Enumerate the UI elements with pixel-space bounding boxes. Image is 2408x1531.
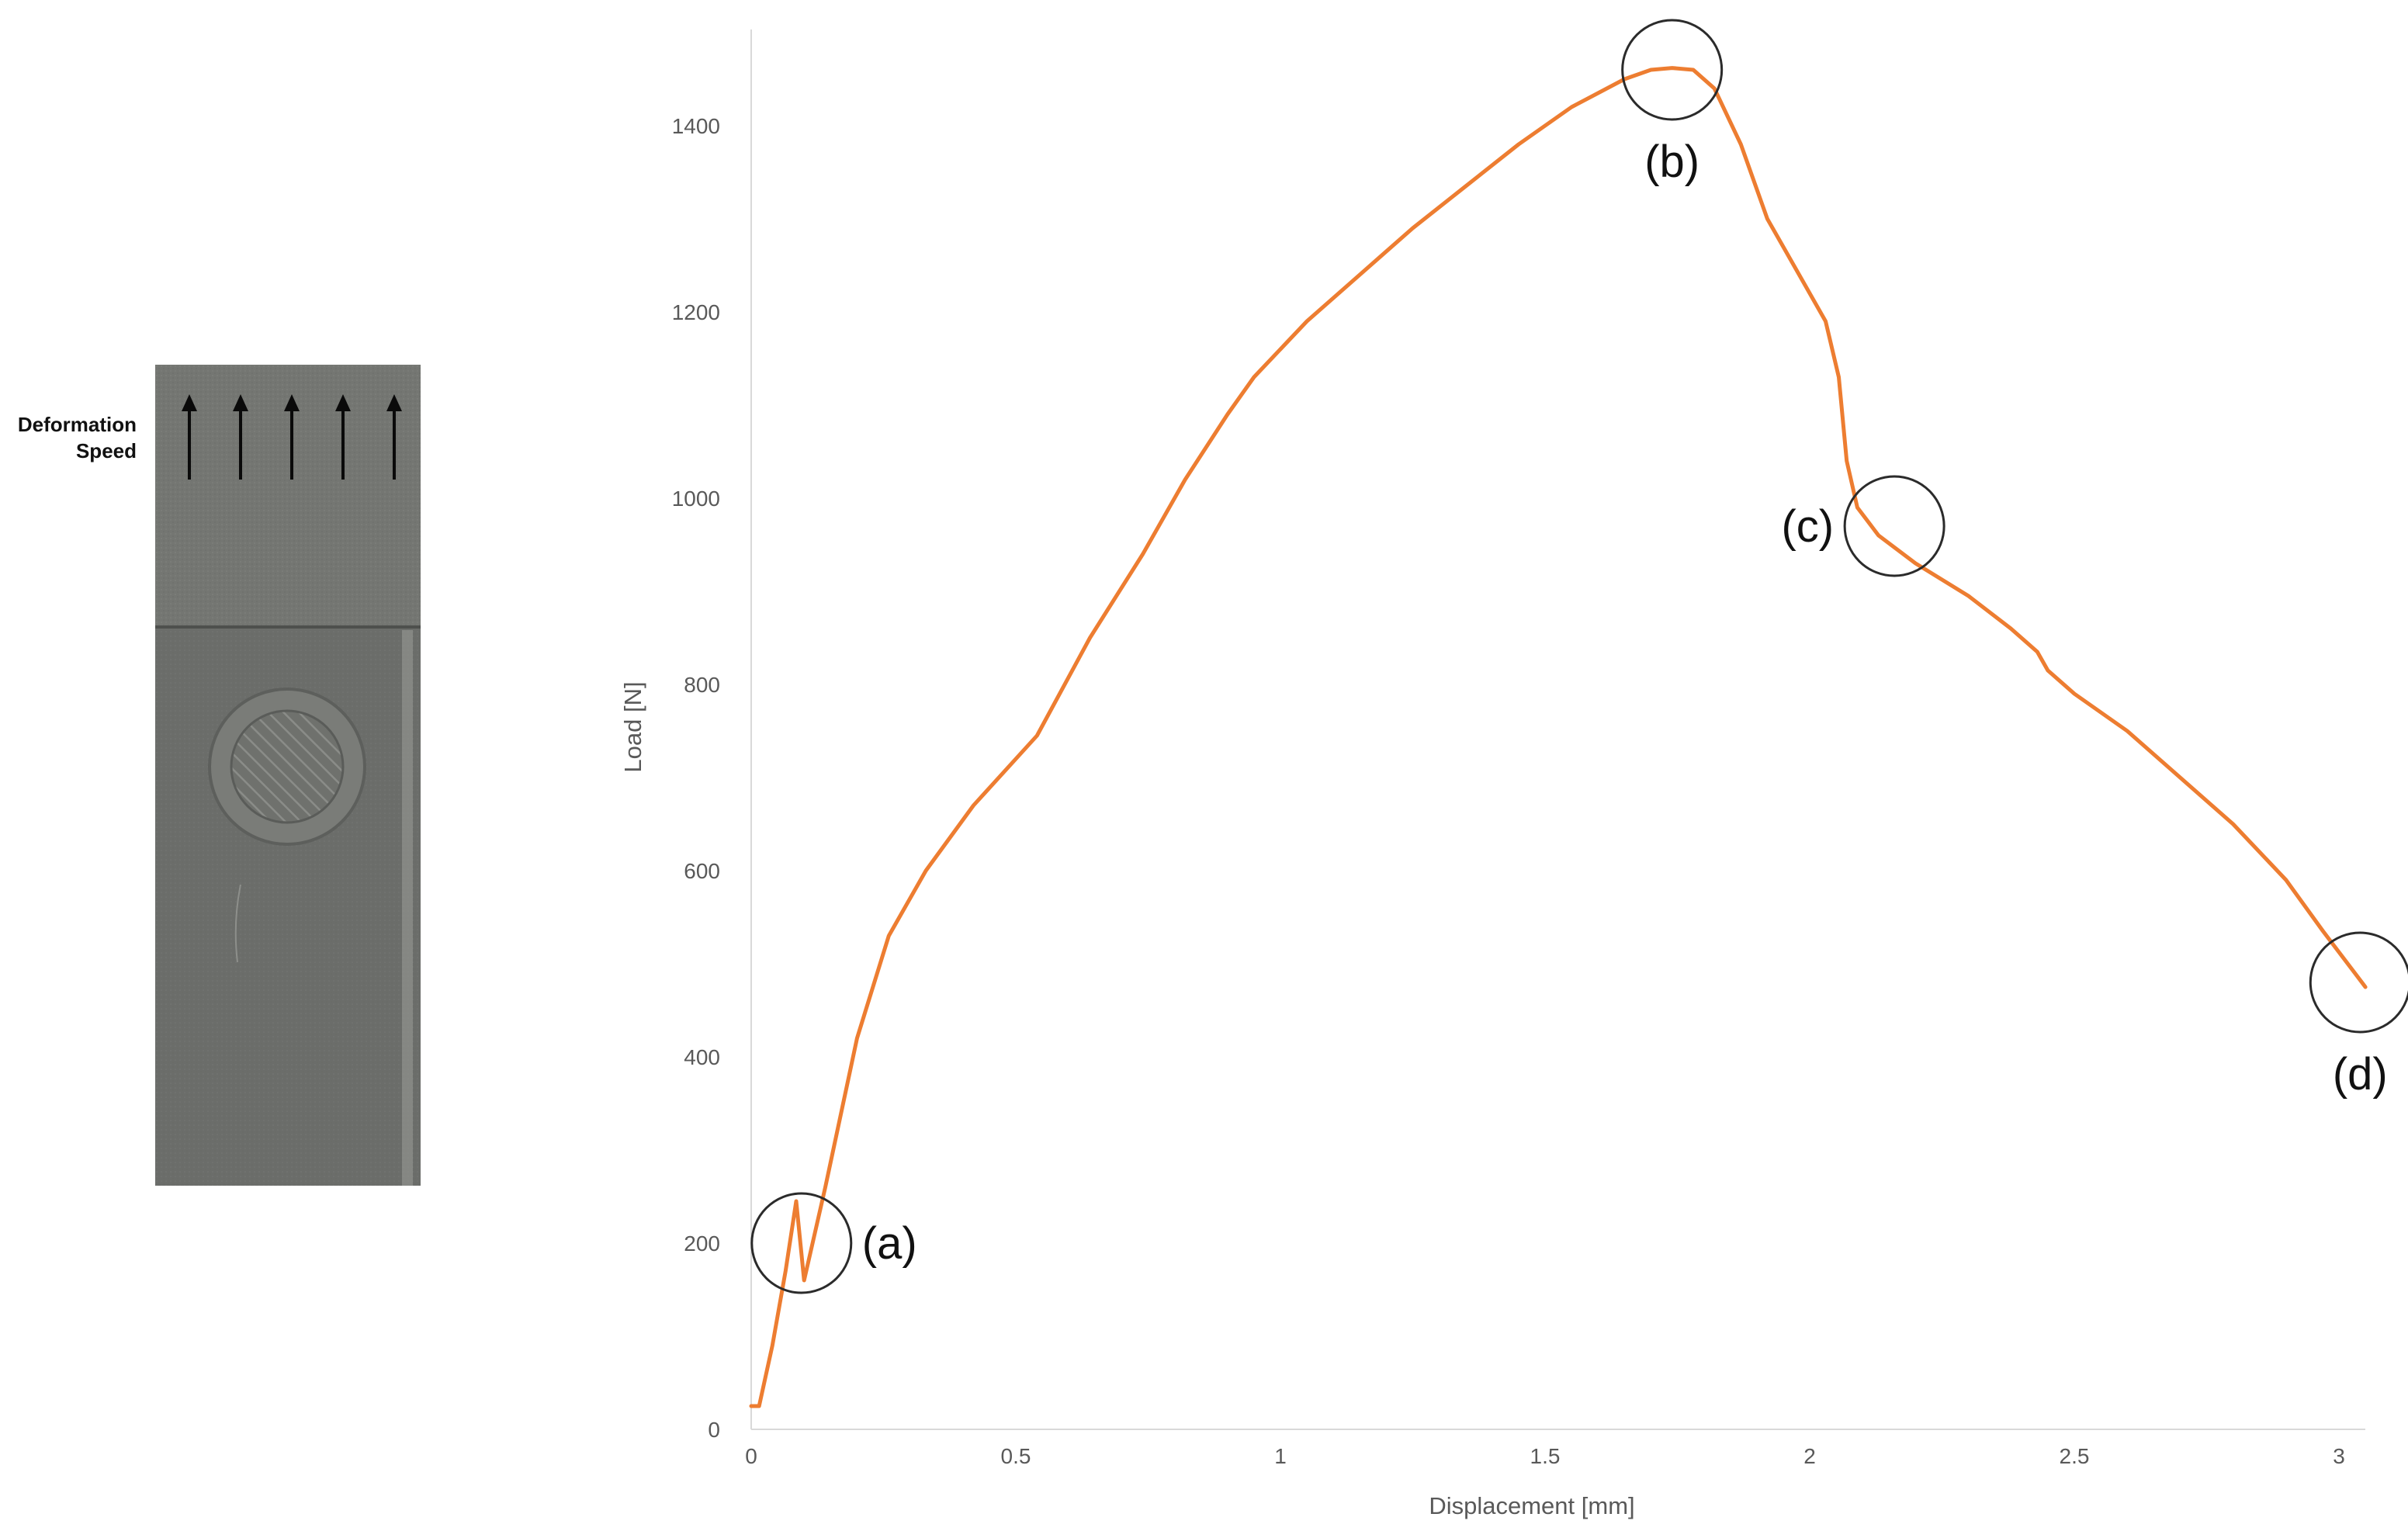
x-tick-labels: 0 0.5 1 1.5 2 2.5 3	[745, 1444, 2345, 1468]
x-tick-label: 1	[1274, 1444, 1287, 1468]
y-tick-label: 1200	[672, 300, 720, 324]
y-tick-labels: 0 200 400 600 800 1000 1200 1400	[672, 114, 720, 1442]
load-curve-line	[749, 66, 2368, 1408]
x-tick-label: 3	[2333, 1444, 2345, 1468]
x-axis-title: Displacement [mm]	[1429, 1492, 1634, 1519]
specimen-edge-highlight	[402, 630, 413, 1186]
y-tick-label: 600	[684, 859, 720, 883]
deformation-speed-arrows	[182, 394, 402, 480]
callout-label: (d)	[2333, 1049, 2388, 1100]
speed-arrow	[284, 394, 300, 480]
y-tick-label: 200	[684, 1231, 720, 1256]
weld-spot-nugget	[230, 709, 345, 824]
y-tick-label: 0	[708, 1418, 720, 1442]
x-tick-label: 0	[745, 1444, 757, 1468]
specimen-scratch	[234, 884, 241, 963]
x-tick-label: 2.5	[2060, 1444, 2090, 1468]
speed-arrow	[233, 394, 248, 480]
callout-circle	[1621, 19, 1724, 121]
deformation-label-line2: Speed	[76, 439, 137, 462]
speed-arrow	[386, 394, 402, 480]
x-tick-label: 1.5	[1530, 1444, 1561, 1468]
callout-label: (c)	[1781, 501, 1834, 552]
y-tick-label: 1400	[672, 114, 720, 138]
callout-markers: (a) (b) (c) (d)	[750, 19, 2408, 1294]
callout-circle	[750, 1192, 853, 1294]
y-axis-title: Load [N]	[619, 681, 646, 772]
x-tick-label: 0.5	[1001, 1444, 1031, 1468]
callout-label: (b)	[1644, 137, 1699, 187]
callout-circle	[1843, 475, 1945, 577]
callout-label: (a)	[862, 1218, 917, 1269]
specimen-photo: Deformation Speed	[18, 365, 421, 1186]
load-displacement-chart: 0 0.5 1 1.5 2 2.5 3 0200400600800100012001400 …	[619, 19, 2408, 1519]
y-tick-label: 800	[684, 673, 720, 697]
y-tick-label: 1000	[672, 487, 720, 511]
y-tick-label: 400	[684, 1045, 720, 1069]
speed-arrow	[182, 394, 197, 480]
speed-arrow	[335, 394, 351, 480]
callout-circle	[2309, 931, 2408, 1034]
deformation-label-line1: Deformation	[18, 413, 137, 436]
x-tick-label: 2	[1803, 1444, 1816, 1468]
